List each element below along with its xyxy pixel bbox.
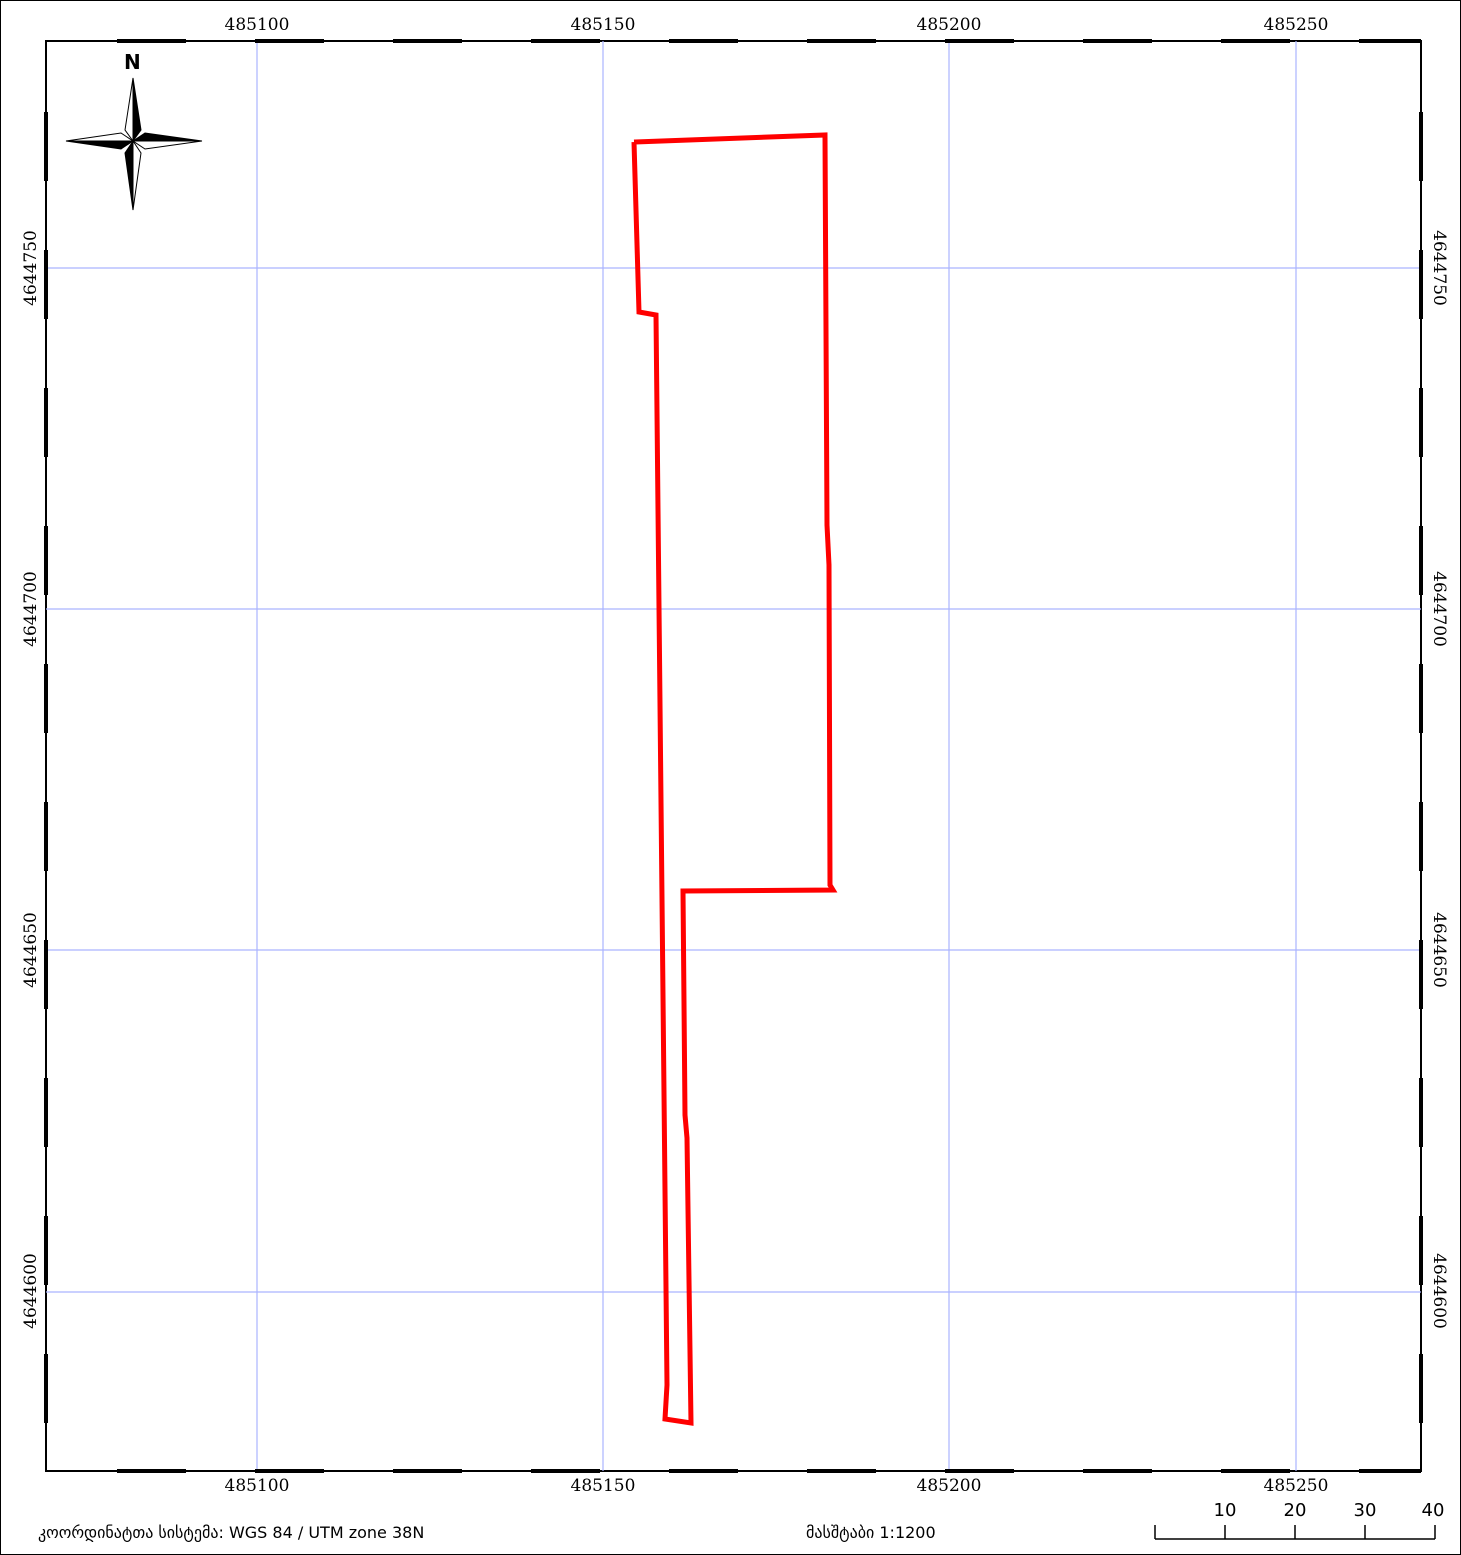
- x-tick-bottom-485150: 485150: [570, 1476, 636, 1496]
- y-tick-right-4644600: 4644600: [1429, 1253, 1449, 1329]
- y-tick-left-4644600: 4644600: [21, 1253, 41, 1329]
- north-arrow-icon: [65, 77, 203, 211]
- y-tick-right-4644650: 4644650: [1429, 912, 1449, 988]
- scalebar-label-30: 30: [1353, 1500, 1377, 1521]
- x-tick-bottom-485250: 485250: [1263, 1476, 1329, 1496]
- x-tick-top-485150: 485150: [570, 15, 636, 35]
- scalebar-label-20: 20: [1283, 1500, 1307, 1521]
- y-tick-right-4644750: 4644750: [1429, 230, 1449, 306]
- scale-label: მასშტაბი 1:1200: [806, 1523, 936, 1542]
- y-tick-left-4644700: 4644700: [21, 571, 41, 647]
- x-tick-bottom-485200: 485200: [916, 1476, 982, 1496]
- map-neatline: [45, 40, 1422, 1472]
- y-tick-left-4644650: 4644650: [21, 912, 41, 988]
- coordinate-system-label: კოორდინატთა სისტემა: WGS 84 / UTM zone 3…: [38, 1523, 425, 1542]
- border-ticks: [44, 39, 1423, 1473]
- x-tick-bottom-485100: 485100: [224, 1476, 290, 1496]
- y-tick-left-4644750: 4644750: [21, 230, 41, 306]
- x-tick-top-485200: 485200: [916, 15, 982, 35]
- y-tick-right-4644700: 4644700: [1429, 571, 1449, 647]
- north-label: N: [124, 50, 141, 74]
- scale-bar: [1154, 1525, 1436, 1540]
- scalebar-label-40: 40: [1421, 1500, 1445, 1521]
- coordinate-grid: [46, 41, 1421, 1471]
- parcel-boundary: [631, 132, 838, 1426]
- scalebar-label-10: 10: [1213, 1500, 1237, 1521]
- x-tick-top-485100: 485100: [224, 15, 290, 35]
- x-tick-top-485250: 485250: [1263, 15, 1329, 35]
